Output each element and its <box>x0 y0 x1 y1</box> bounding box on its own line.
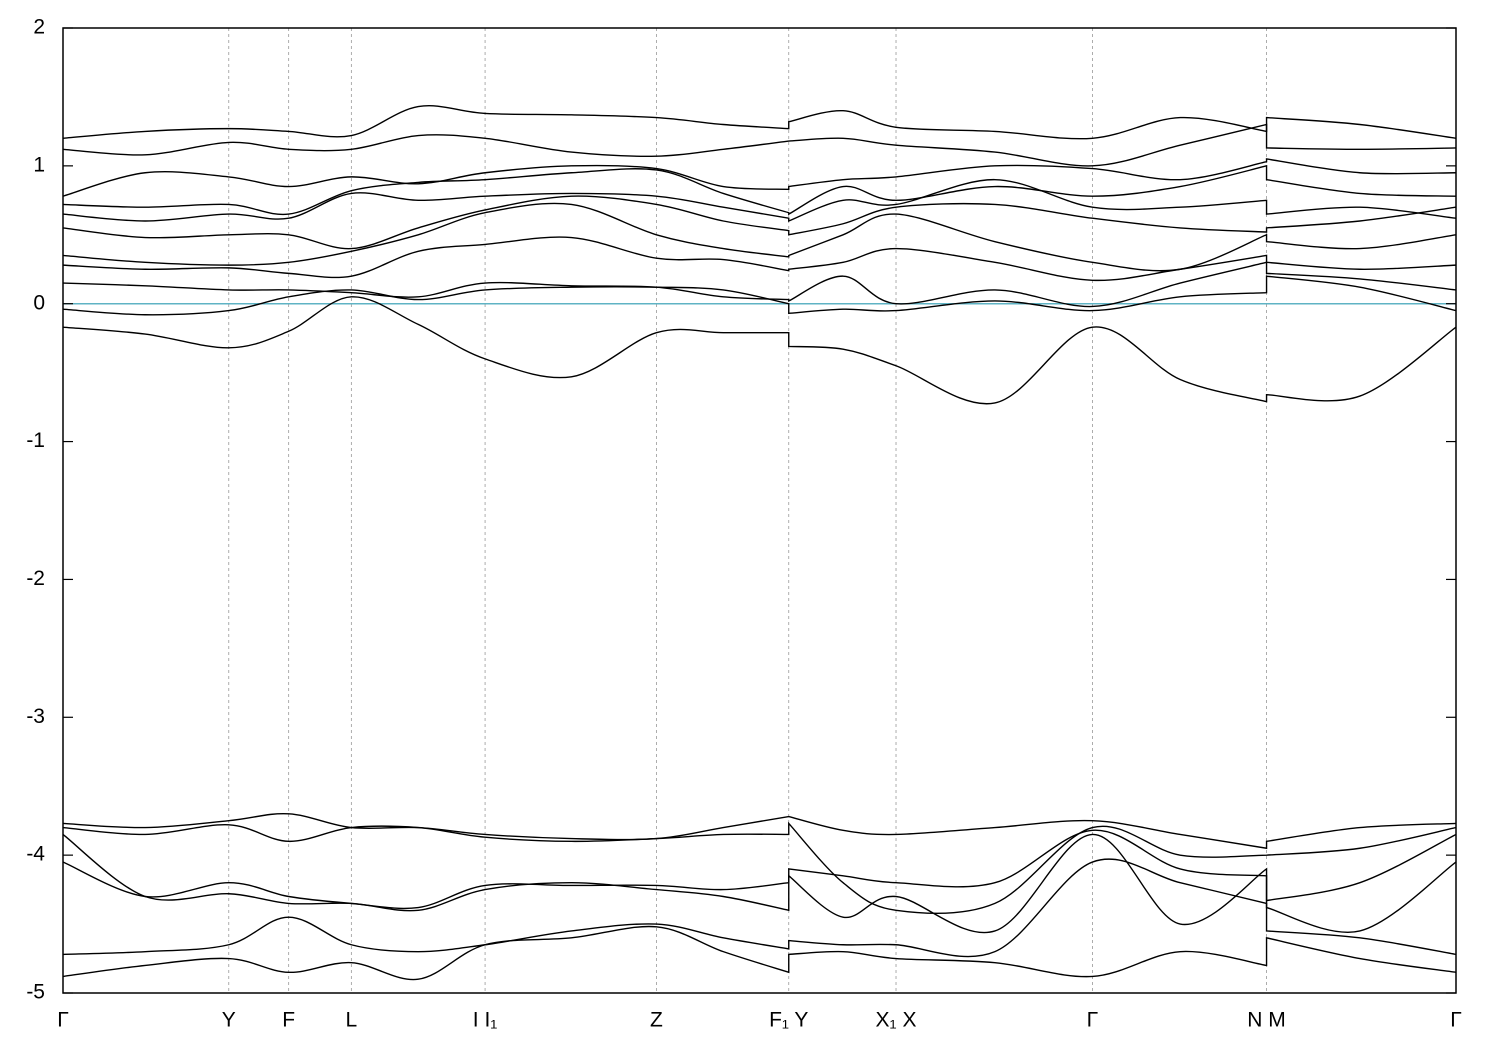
band-line <box>63 178 1456 223</box>
y-tick-label: 1 <box>33 153 45 176</box>
y-tick-label: -5 <box>26 981 45 1004</box>
band-line <box>63 829 1456 910</box>
band-line <box>63 812 1456 850</box>
band-line <box>63 925 1456 981</box>
y-tick-label: -1 <box>26 429 45 452</box>
band-line <box>63 164 1456 216</box>
x-tick-label: X₁ X <box>876 1009 917 1032</box>
x-tick-label: F₁ Y <box>769 1009 808 1032</box>
bands-layer <box>63 105 1456 981</box>
band-line <box>63 123 1456 167</box>
band-line <box>63 202 1456 272</box>
y-tick-label: -4 <box>26 843 45 866</box>
band-line <box>63 296 1456 405</box>
band-line <box>63 821 1456 915</box>
x-tick-label: Γ <box>1450 1009 1462 1032</box>
plot-frame <box>62 27 1457 994</box>
band-line <box>63 833 1456 934</box>
band-line <box>63 275 1456 316</box>
x-tick-label: Γ <box>1087 1009 1099 1032</box>
y-tick-label: 0 <box>33 291 45 314</box>
band-line <box>63 105 1456 140</box>
axes-layer: 2 1 0 -1 -2 -3 -4 -5 Γ Y F L I I₁ Z F₁ Y X₁ X Γ N M Γ <box>26 16 1461 1032</box>
y-tick-label: -2 <box>26 567 45 590</box>
x-tick-label: L <box>346 1009 358 1032</box>
band-line <box>63 858 1456 958</box>
x-tick-label: N M <box>1247 1009 1286 1032</box>
band-line <box>63 261 1456 308</box>
x-tick-label: Z <box>650 1009 663 1032</box>
x-tick-label: Y <box>222 1009 236 1032</box>
x-tick-label: F <box>282 1009 295 1032</box>
band-line <box>63 158 1456 197</box>
y-tick-label: 2 <box>33 16 45 39</box>
x-tick-label: Γ <box>57 1009 69 1032</box>
x-tick-label: I I₁ <box>473 1009 498 1032</box>
band-line <box>63 236 1456 282</box>
band-line <box>63 195 1456 250</box>
y-tick-label: -3 <box>26 705 45 728</box>
